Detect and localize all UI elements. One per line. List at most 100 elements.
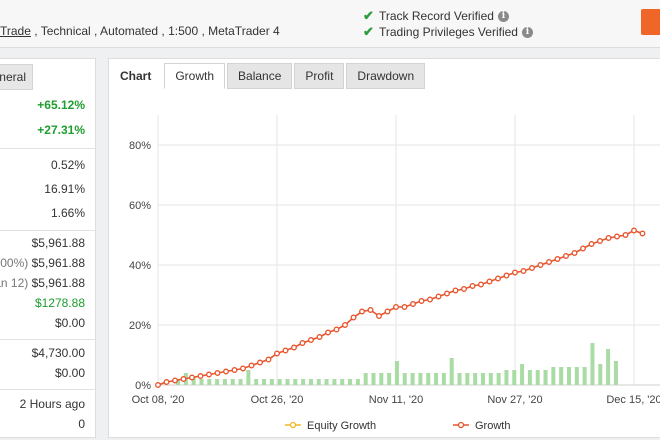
growth-point	[240, 365, 246, 372]
y-tick-label: 40%	[129, 260, 151, 272]
chart-panel: Chart Growth Balance Profit Drawdown 0% 2…	[108, 58, 660, 438]
volume-bar	[410, 373, 415, 385]
growth-point	[631, 227, 637, 234]
volume-bar	[488, 373, 493, 385]
volume-bar	[246, 370, 251, 385]
volume-bar	[363, 373, 368, 385]
equity-value: $5,961.88	[31, 256, 85, 270]
account-info: Trade , Technical , Automated , 1:500 , …	[0, 24, 280, 38]
legend-label: Equity Growth	[307, 420, 376, 432]
balance-value: $5,961.88	[31, 236, 85, 250]
growth-point	[478, 281, 484, 288]
volume-bar	[316, 379, 321, 385]
account-type-link[interactable]: Trade	[0, 24, 31, 38]
divider	[0, 148, 95, 149]
volume-bar	[613, 361, 618, 385]
volume-bar	[441, 373, 446, 385]
action-button[interactable]	[641, 9, 660, 35]
growth-point	[189, 374, 195, 381]
growth-point	[325, 329, 331, 336]
growth-point	[172, 377, 178, 384]
volume-bar	[434, 373, 439, 385]
growth-point	[427, 296, 433, 303]
drawdown-value: 1.66%	[50, 206, 85, 220]
trading-privileges-verified: ✔ Trading Privileges Verified i	[363, 24, 533, 40]
volume-bar	[559, 367, 564, 385]
tab-general[interactable]: General	[0, 64, 33, 90]
tab-balance[interactable]: Balance	[227, 63, 293, 89]
growth-point	[563, 253, 569, 259]
growth-point	[461, 286, 467, 292]
volume-bar	[520, 364, 525, 385]
x-tick-label: Nov 11, '20	[369, 394, 423, 406]
growth-point	[418, 298, 425, 304]
growth-point	[520, 268, 527, 274]
volume-bar	[269, 379, 274, 385]
volume-bar	[480, 373, 485, 385]
volume-bar	[598, 364, 603, 385]
growth-point	[231, 367, 238, 373]
tracking-value: 0	[78, 417, 85, 431]
volume-bar	[371, 373, 376, 385]
growth-point	[537, 262, 544, 268]
volume-bar	[582, 367, 587, 385]
growth-point	[503, 272, 510, 279]
volume-bar	[348, 379, 353, 385]
volume-bar	[574, 367, 579, 385]
growth-point	[597, 238, 603, 244]
growth-point	[359, 308, 365, 315]
legend-marker-dot	[289, 421, 297, 429]
growth-point	[580, 245, 586, 252]
highest-value: $5,961.88	[31, 276, 85, 290]
info-icon[interactable]: i	[497, 10, 509, 22]
equity-row: (100.00%) $5,961.88	[0, 256, 85, 270]
volume-bar	[551, 367, 556, 385]
volume-bar	[301, 379, 306, 385]
growth-point	[529, 265, 535, 271]
growth-point	[639, 230, 646, 237]
growth-point	[495, 275, 501, 282]
volume-bar	[449, 358, 454, 385]
growth-point	[299, 340, 306, 346]
growth-point	[223, 368, 229, 375]
stats-panel: General +65.12% +27.31% 0.52% 16.91% 1.6…	[0, 58, 96, 438]
growth-point	[546, 259, 552, 265]
growth-point	[342, 322, 348, 328]
volume-bar	[262, 379, 267, 385]
monthly-value: 16.91%	[44, 182, 85, 196]
growth-point	[605, 235, 612, 241]
volume-bar	[590, 343, 595, 385]
volume-bar	[230, 379, 235, 385]
growth-point	[376, 313, 382, 319]
divider	[0, 339, 95, 340]
tab-growth[interactable]: Growth	[164, 63, 226, 89]
growth-point	[274, 350, 280, 357]
volume-bar	[207, 379, 212, 385]
equity-label: (100.00%)	[0, 256, 29, 270]
growth-point	[333, 326, 340, 333]
y-tick-label: 20%	[129, 320, 151, 332]
growth-point	[197, 373, 204, 379]
growth-point	[512, 269, 518, 276]
y-tick-label: 60%	[129, 200, 151, 212]
growth-point	[622, 232, 629, 238]
info-icon[interactable]: i	[521, 26, 533, 38]
y-tick-label: 0%	[135, 380, 151, 392]
volume-bar	[355, 379, 360, 385]
growth-point	[410, 301, 416, 307]
growth-point	[571, 250, 578, 256]
legend-label: Growth	[475, 420, 510, 432]
growth-chart: 0% 20% 40% 60% 80% Oct 08, '20 Oct 26, '20 Nov …	[129, 115, 660, 432]
x-tick-label: Oct 26, '20	[251, 394, 304, 406]
volume-bar	[394, 361, 399, 385]
growth-point	[614, 233, 620, 240]
tab-drawdown[interactable]: Drawdown	[346, 63, 426, 89]
tab-profit[interactable]: Profit	[294, 63, 345, 89]
track-record-label: Track Record Verified	[379, 9, 494, 23]
volume-bar	[504, 370, 509, 385]
growth-point	[163, 379, 170, 385]
tab-chart[interactable]: Chart	[120, 69, 152, 83]
volume-bar	[340, 379, 345, 385]
growth-point	[257, 359, 263, 366]
withdrawals-value: $0.00	[54, 366, 85, 380]
